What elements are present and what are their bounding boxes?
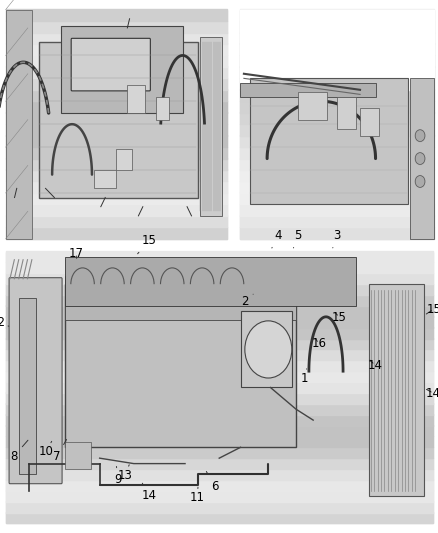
Bar — [6, 10, 32, 239]
Bar — [117, 149, 132, 170]
Text: 15: 15 — [332, 311, 347, 324]
Text: 13: 13 — [117, 465, 132, 482]
Bar — [6, 252, 433, 523]
Bar — [18, 298, 35, 474]
Text: 2: 2 — [240, 294, 253, 308]
Text: 12: 12 — [0, 316, 9, 329]
Text: 4: 4 — [272, 229, 282, 248]
Circle shape — [245, 321, 292, 378]
Text: 3: 3 — [333, 229, 340, 248]
Bar — [250, 78, 409, 204]
Bar — [127, 85, 145, 112]
Bar — [66, 276, 296, 319]
Text: 15: 15 — [138, 235, 156, 254]
Bar — [61, 26, 183, 112]
Bar — [156, 96, 170, 119]
Bar — [66, 442, 91, 469]
Circle shape — [415, 152, 425, 165]
Text: 14: 14 — [426, 387, 438, 400]
Text: 6: 6 — [206, 472, 219, 492]
Bar — [360, 108, 379, 135]
Bar — [240, 311, 292, 387]
Bar — [94, 170, 117, 188]
Bar — [200, 37, 223, 216]
FancyBboxPatch shape — [71, 38, 150, 91]
Circle shape — [415, 175, 425, 188]
Text: 8: 8 — [11, 440, 28, 463]
Bar — [6, 10, 227, 239]
FancyBboxPatch shape — [9, 278, 62, 484]
Bar — [39, 42, 198, 198]
Bar — [337, 96, 356, 129]
Bar — [240, 10, 434, 239]
Bar — [240, 83, 375, 96]
Text: 1: 1 — [301, 369, 309, 385]
Circle shape — [415, 130, 425, 142]
Text: 10: 10 — [39, 441, 53, 458]
Text: 15: 15 — [426, 303, 438, 316]
Text: 14: 14 — [367, 359, 382, 372]
Text: 17: 17 — [69, 247, 84, 260]
Text: 11: 11 — [190, 487, 205, 504]
Text: 16: 16 — [311, 337, 326, 350]
Bar — [298, 92, 327, 119]
Text: 7: 7 — [53, 440, 67, 463]
Bar — [369, 284, 424, 496]
Text: 14: 14 — [141, 483, 156, 502]
Text: 5: 5 — [293, 229, 301, 248]
Bar — [66, 284, 296, 447]
Bar — [410, 78, 434, 239]
Bar — [66, 257, 356, 306]
Text: 9: 9 — [114, 466, 122, 486]
